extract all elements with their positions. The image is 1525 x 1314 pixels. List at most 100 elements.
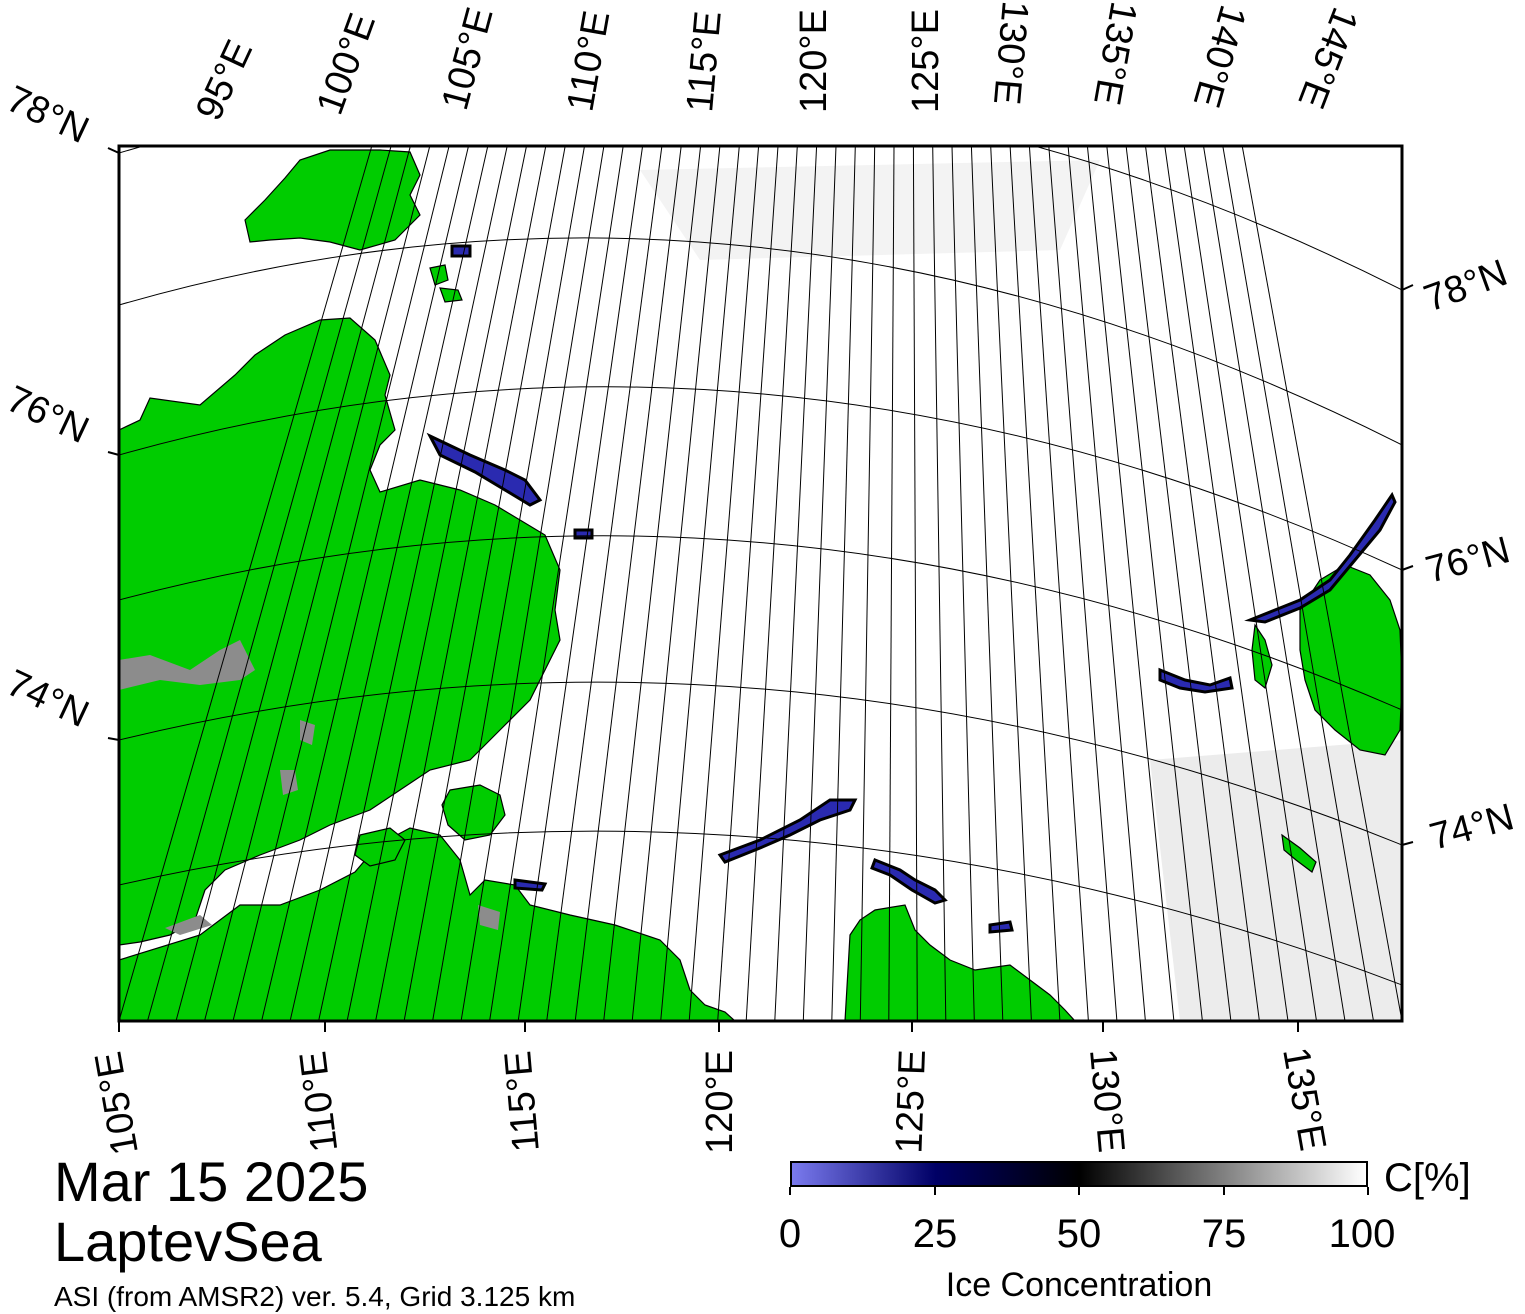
islet-north-2 (439, 287, 463, 303)
meridian-line (1048, 146, 1118, 1021)
band-taimyr-east (573, 528, 594, 540)
frame-tick (1401, 565, 1414, 571)
bay-island (441, 784, 506, 841)
parallel-77 (119, 237, 1402, 446)
frame-tick (107, 147, 120, 154)
meridian-line (688, 146, 760, 1021)
data-source: ASI (from AMSR2) ver. 5.4, Grid 3.125 km (54, 1281, 576, 1312)
top-lon-label: 135°E (1085, 0, 1144, 108)
meridians (119, 146, 1402, 1021)
meridian-line (1125, 146, 1232, 1021)
meridian-line (831, 146, 856, 1021)
meridian-line (859, 146, 876, 1021)
colorbar-tick (1223, 1187, 1225, 1195)
meridian-line (717, 146, 779, 1021)
parallel-73 (119, 830, 1402, 986)
left-latitude-labels: 78°N 76°N 74°N (0, 78, 95, 736)
right-latitude-labels: 78°N 76°N 74°N (1419, 252, 1519, 859)
band-east-2 (1244, 491, 1397, 624)
meridian-line (546, 146, 663, 1021)
ice-texture-east (1150, 740, 1402, 1021)
top-lon-label: 105°E (434, 3, 501, 114)
meridian-line (574, 146, 682, 1021)
meridian-line (1106, 146, 1203, 1021)
meridian-line (119, 146, 373, 1021)
meridian-line (932, 146, 947, 1021)
meridian-line (232, 146, 450, 1021)
meridian-line (1241, 146, 1402, 1021)
meridian-line (261, 146, 469, 1021)
meridian-line (888, 146, 895, 1021)
colorbar-tick (789, 1187, 791, 1195)
top-lon-label: 120°E (793, 9, 835, 113)
band-lena (870, 858, 948, 905)
small-island-2 (1281, 833, 1317, 873)
meridian-line (489, 146, 624, 1021)
top-lon-label: 125°E (905, 9, 947, 113)
meridian-line (1222, 146, 1374, 1021)
meridian-line (912, 146, 918, 1021)
bottom-lon-label: 105°E (88, 1048, 147, 1158)
ice-texture-north (640, 160, 1100, 260)
lat-lon-grid (119, 146, 1402, 1021)
bottom-longitude-labels: 105°E 110°E 115°E 120°E 125°E 130°E 135°… (88, 1044, 1334, 1158)
meridian-line (990, 146, 1032, 1021)
meridian-line (289, 146, 489, 1021)
parallel-75 (119, 535, 1402, 711)
top-lon-label: 100°E (309, 8, 384, 120)
band-central (717, 798, 858, 864)
land-lake-1 (119, 640, 255, 690)
left-lat-label: 78°N (0, 78, 95, 152)
lena-delta-land (844, 904, 1076, 1021)
meridian-line (1086, 146, 1175, 1021)
map-frame (117, 144, 1404, 1023)
meridian-line (147, 146, 392, 1021)
meridian-line (1067, 146, 1146, 1021)
meridian-line (951, 146, 975, 1021)
meridian-line (774, 146, 818, 1021)
bottom-lon-label: 115°E (497, 1049, 548, 1153)
meridian-line (1164, 146, 1289, 1021)
bottom-lon-label: 125°E (888, 1049, 934, 1154)
parallel-78 (119, 146, 1402, 291)
top-longitude-labels: 95°E 100°E 105°E 110°E 115°E 120°E 125°E… (188, 0, 1366, 127)
colorbar-tick (934, 1187, 936, 1195)
colorbar-tick-label: 25 (912, 1212, 958, 1256)
left-lat-label: 76°N (0, 378, 95, 452)
meridian-line (1028, 146, 1089, 1021)
bottom-lon-label: 130°E (1081, 1047, 1132, 1154)
colorbar-tick-label: 100 (1328, 1212, 1396, 1256)
meridian-line (802, 146, 837, 1021)
top-lon-label: 130°E (985, 0, 1036, 106)
region-name: LaptevSea (54, 1210, 322, 1273)
right-lat-label: 78°N (1419, 252, 1513, 321)
meridian-line (1009, 146, 1061, 1021)
bottom-lon-label: 120°E (699, 1050, 741, 1154)
top-lon-label: 110°E (560, 8, 619, 115)
meridian-line (403, 146, 566, 1021)
ice-concentration-colorbar (790, 1161, 1368, 1187)
map-content (119, 146, 1402, 1021)
band-north-small (450, 244, 472, 258)
bottom-lon-label: 135°E (1274, 1044, 1333, 1154)
top-lon-label: 145°E (1289, 2, 1365, 114)
meridian-line (660, 146, 740, 1021)
meridian-line (318, 146, 508, 1021)
right-lat-label: 76°N (1421, 529, 1514, 592)
frame-ticks (107, 147, 1414, 1032)
meridian-line (432, 146, 585, 1021)
colorbar-tick-label: 0 (778, 1212, 802, 1256)
meridian-line (603, 146, 702, 1021)
meridian-line (631, 146, 721, 1021)
missing-data-layer (119, 640, 500, 935)
new-siberian-island (1299, 564, 1402, 756)
band-severnaya (426, 432, 543, 507)
meridian-line (375, 146, 547, 1021)
top-lon-label: 140°E (1185, 1, 1254, 113)
meridian-line (1203, 146, 1346, 1021)
colorbar-tick (1367, 1187, 1369, 1195)
colorbar-unit: C[%] (1384, 1156, 1471, 1200)
severnaya-zemlya-island (244, 149, 421, 251)
bay-island-2 (354, 827, 406, 867)
meridian-line (175, 146, 411, 1021)
